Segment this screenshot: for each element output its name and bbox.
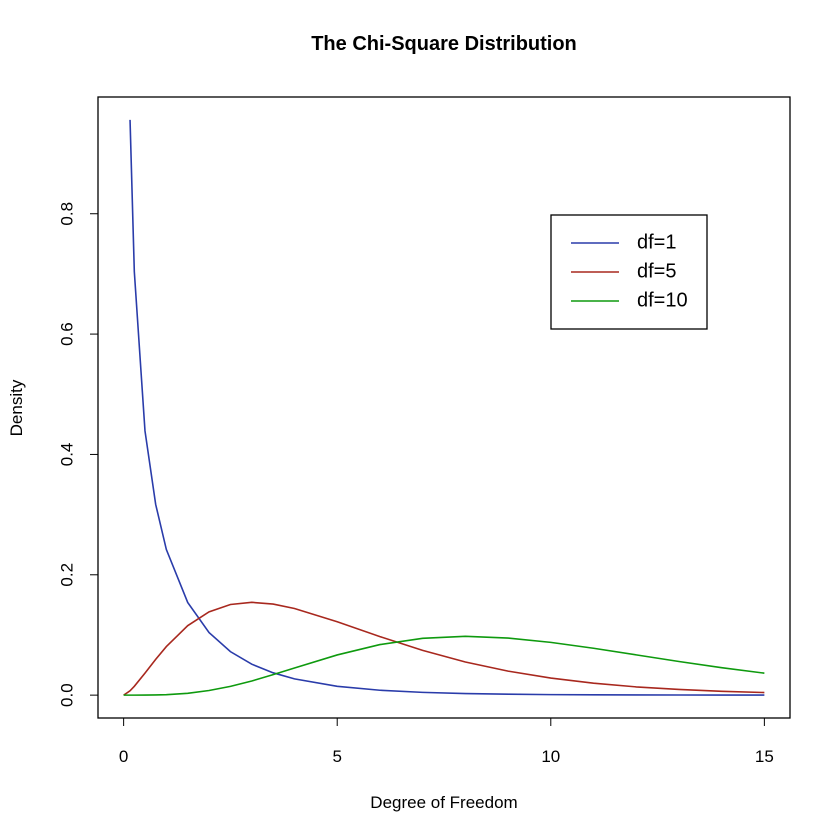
series-line bbox=[123, 601, 765, 696]
legend-label: df=10 bbox=[637, 289, 688, 311]
y-tick-label: 0.6 bbox=[57, 322, 76, 346]
y-axis-label: Density bbox=[7, 379, 26, 436]
plot-frame bbox=[97, 96, 791, 719]
x-tick-label: 10 bbox=[541, 747, 560, 766]
legend-label: df=5 bbox=[637, 260, 676, 282]
legend-label: df=1 bbox=[637, 231, 676, 253]
y-tick-label: 0.0 bbox=[57, 683, 76, 707]
legend-box bbox=[550, 214, 708, 330]
x-axis-label: Degree of Freedom bbox=[370, 793, 517, 812]
chart-title: The Chi-Square Distribution bbox=[311, 33, 577, 55]
y-tick-label: 0.4 bbox=[57, 443, 76, 467]
y-tick-label: 0.2 bbox=[57, 563, 76, 587]
y-tick-label: 0.8 bbox=[57, 202, 76, 226]
series-line bbox=[129, 119, 765, 696]
x-tick-label: 0 bbox=[119, 747, 128, 766]
series-line bbox=[123, 635, 765, 696]
x-tick-label: 5 bbox=[332, 747, 341, 766]
x-tick-label: 15 bbox=[755, 747, 774, 766]
